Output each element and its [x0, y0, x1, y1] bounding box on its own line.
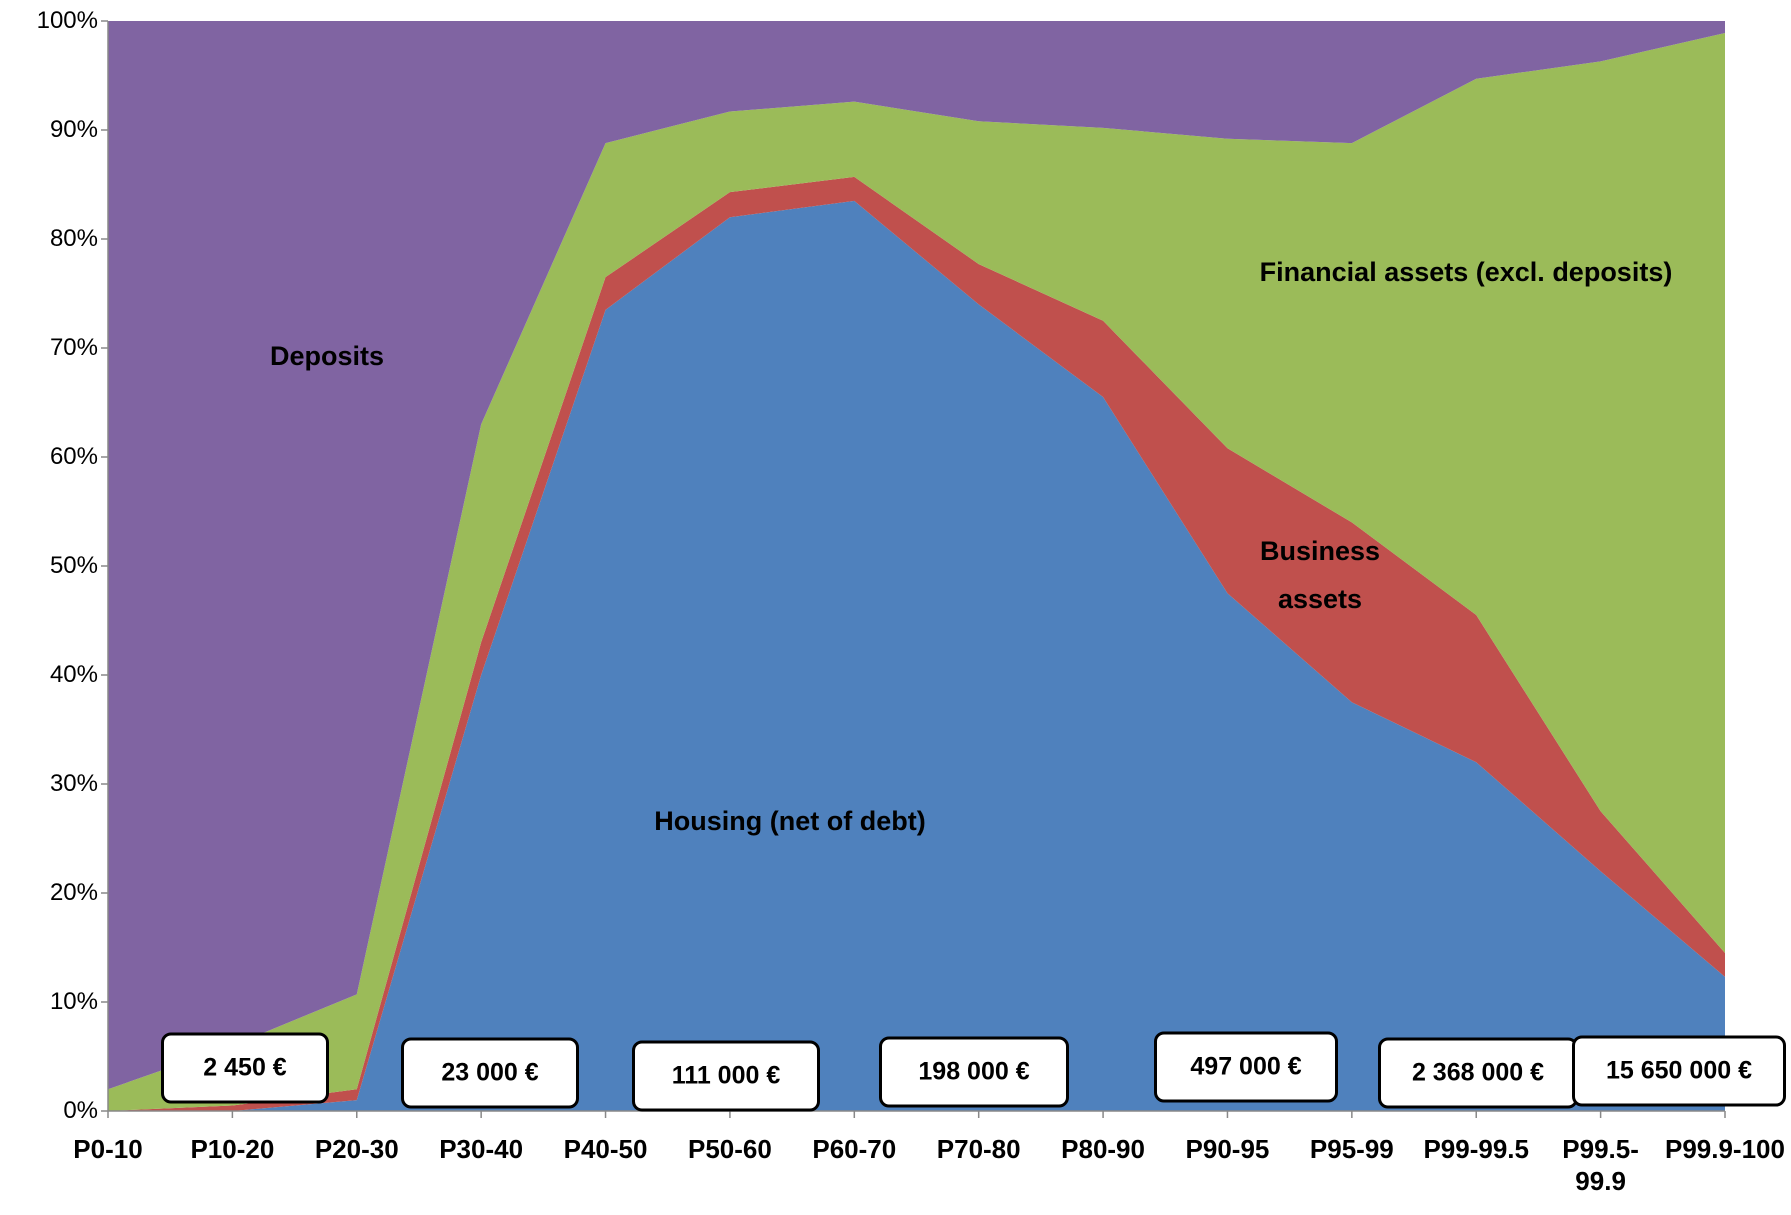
y-tick-label: 80% [49, 225, 98, 252]
y-tick-label: 100% [36, 7, 98, 34]
y-tick-label: 30% [49, 770, 98, 797]
annotation: 23 000 € [401, 1037, 579, 1109]
x-tick-label: P99.9-100 [1664, 1134, 1785, 1164]
y-tick-label: 90% [49, 116, 98, 143]
series-label: Financial assets (excl. deposits) [1259, 257, 1673, 287]
y-tick-label: 40% [49, 661, 98, 688]
y-tick-label: 50% [49, 552, 98, 579]
x-tick-label: P90-95 [1185, 1134, 1270, 1164]
annotation: 198 000 € [879, 1036, 1069, 1108]
y-tick-label: 60% [49, 443, 98, 470]
annotation: 15 650 000 € [1572, 1035, 1786, 1107]
series-label: Deposits [269, 341, 385, 371]
y-tick-label: 70% [49, 334, 98, 361]
x-tick-label: P95-99 [1309, 1134, 1394, 1164]
y-tick-label: 10% [49, 988, 98, 1015]
series-label: Business assets [1259, 536, 1381, 614]
area [108, 200, 1725, 1112]
x-tick-label: P70-80 [936, 1134, 1021, 1164]
x-tick-label: P10-20 [190, 1134, 275, 1164]
y-tick-label: 20% [49, 879, 98, 906]
x-tick-label: P50-60 [687, 1134, 772, 1164]
x-tick-label: P99.5-99.9 [1562, 1134, 1639, 1196]
annotation: 497 000 € [1154, 1031, 1338, 1103]
x-tick-label: P30-40 [439, 1134, 524, 1164]
annotation: 2 450 € [161, 1032, 329, 1104]
y-tick-label: 0% [63, 1097, 98, 1124]
series-label: Housing (net of debt) [654, 806, 926, 836]
x-tick-label: P80-90 [1061, 1134, 1145, 1164]
x-tick-label: P60-70 [812, 1134, 897, 1164]
x-tick-label: P0-10 [73, 1134, 143, 1164]
area [108, 176, 1725, 1111]
area [108, 32, 1725, 1112]
x-tick-label: P20-30 [314, 1134, 399, 1164]
annotation: 2 368 000 € [1378, 1037, 1578, 1109]
area [108, 21, 1725, 1090]
x-tick-label: P99-99.5 [1423, 1134, 1529, 1164]
annotation: 111 000 € [632, 1040, 820, 1112]
x-tick-label: P40-50 [563, 1134, 648, 1164]
